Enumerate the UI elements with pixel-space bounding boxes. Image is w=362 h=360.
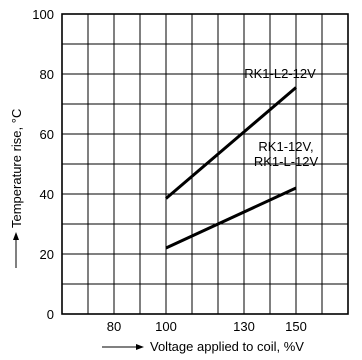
- y-tick-label: 100: [32, 7, 54, 22]
- x-tick-label: 130: [233, 319, 255, 334]
- grid: [62, 14, 348, 314]
- y-tick-label: 20: [40, 247, 54, 262]
- y-tick-label: 60: [40, 127, 54, 142]
- x-axis-title: Voltage applied to coil, %V: [102, 339, 304, 354]
- series-labels: RK1-L2-12V RK1-12V,RK1-L-12V: [244, 66, 318, 169]
- series-line-1: [165, 86, 297, 200]
- y-axis-arrow-head: [13, 232, 19, 240]
- plot-frame: [61, 13, 349, 315]
- x-axis-label: Voltage applied to coil, %V: [150, 339, 304, 354]
- series-label-2: RK1-L-12V: [254, 154, 319, 169]
- series-lines: [165, 86, 297, 250]
- x-axis-arrow-head: [136, 344, 144, 350]
- series-label-2: RK1-12V,: [258, 139, 313, 154]
- x-tick-label: 150: [285, 319, 307, 334]
- x-tick-label: 80: [107, 319, 121, 334]
- y-axis-title: Temperature rise, °C: [9, 109, 24, 268]
- series-label-1: RK1-L2-12V: [244, 66, 316, 81]
- y-axis-label: Temperature rise, °C: [9, 109, 24, 228]
- y-tick-label: 40: [40, 187, 54, 202]
- x-tick-label: 100: [155, 319, 177, 334]
- y-tick-label: 80: [40, 67, 54, 82]
- y-tick-labels: 0 20 40 60 80 100: [32, 7, 54, 322]
- x-tick-labels: 80 100 130 150: [107, 319, 307, 334]
- y-tick-label: 0: [47, 307, 54, 322]
- series-line-2: [165, 186, 297, 250]
